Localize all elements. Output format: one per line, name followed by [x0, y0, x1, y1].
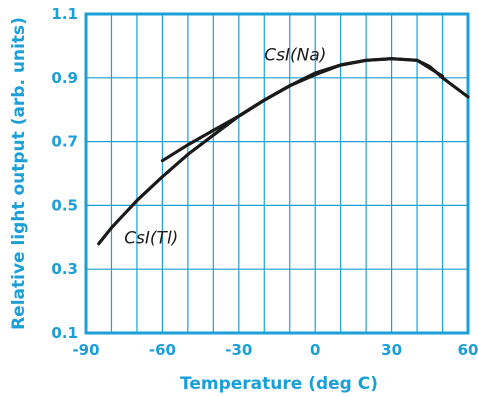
- tick-labels: -90 -60 -30 0 30 60 0.1 0.3 0.5 0.7 0.9 1.1: [51, 5, 478, 359]
- annotations: CsI(Na) CsI(Tl): [124, 45, 326, 248]
- y-tick-label: 0.3: [51, 260, 78, 278]
- y-tick-label: 1.1: [51, 5, 78, 23]
- data-curves: [97, 57, 470, 246]
- x-tick-label: 30: [381, 341, 402, 359]
- curve-2: [160, 57, 445, 163]
- x-tick-label: -30: [225, 341, 252, 359]
- x-axis-title: Temperature (deg C): [180, 374, 378, 394]
- y-axis-title: Relative light output (arb. units): [9, 17, 29, 330]
- x-tick-label: 60: [458, 341, 478, 359]
- y-tick-label: 0.9: [51, 69, 78, 87]
- y-tick-label: 0.1: [51, 324, 78, 342]
- y-tick-label: 0.7: [51, 133, 78, 151]
- x-tick-label: 0: [310, 341, 320, 359]
- x-tick-label: -60: [149, 341, 176, 359]
- grid-lines: [86, 14, 468, 333]
- curve-1: [97, 57, 470, 246]
- series-annotation: CsI(Na): [264, 45, 326, 65]
- series-annotation: CsI(Tl): [124, 229, 178, 249]
- y-tick-label: 0.5: [51, 196, 78, 214]
- x-tick-label: -90: [72, 341, 99, 359]
- plot-frame: [84, 12, 470, 335]
